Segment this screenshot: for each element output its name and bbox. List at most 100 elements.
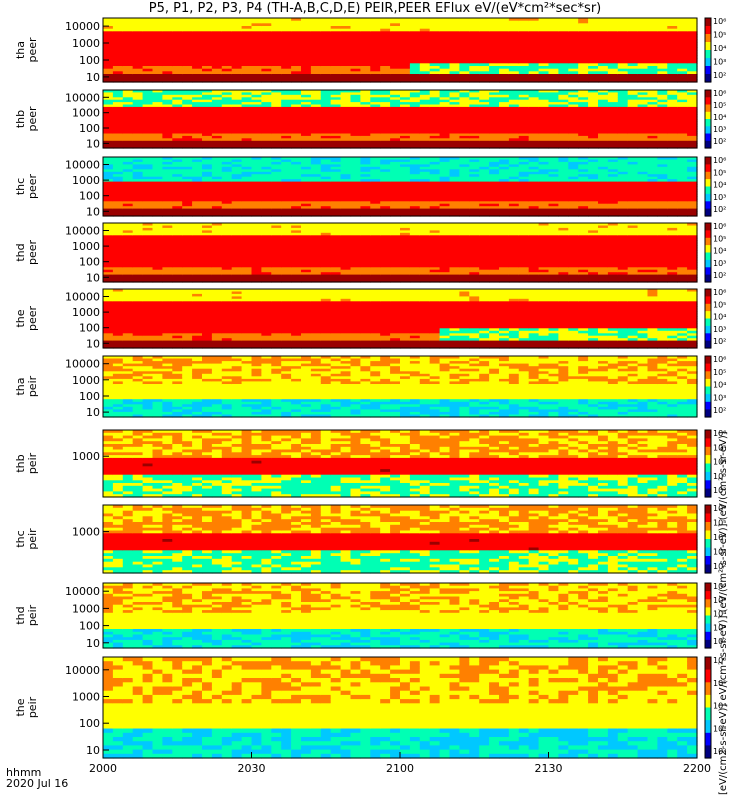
heat-cell <box>360 20 371 24</box>
heat-cell <box>390 97 401 101</box>
heat-cell <box>439 157 451 161</box>
heat-cell <box>122 211 134 215</box>
heat-cell <box>390 50 401 54</box>
heat-cell <box>578 97 589 101</box>
heat-cell <box>103 128 114 132</box>
heat-cell <box>439 159 451 163</box>
heat-cell <box>211 74 223 78</box>
heat-cell <box>172 131 183 135</box>
heat-cell <box>538 79 550 83</box>
heat-cell <box>568 114 579 118</box>
heat-cell <box>459 189 470 193</box>
heat-cell <box>271 36 282 40</box>
heat-cell <box>459 184 470 188</box>
heat-cell <box>221 196 233 200</box>
heat-cell <box>103 76 114 80</box>
heat-cell <box>459 181 470 185</box>
heat-cell <box>449 189 460 193</box>
heat-cell <box>439 28 451 32</box>
heat-cell <box>162 123 173 127</box>
heat-cell <box>409 71 421 75</box>
heat-cell <box>499 44 510 48</box>
heat-cell <box>291 161 302 165</box>
heat-cell <box>370 66 381 70</box>
heat-cell <box>568 208 579 212</box>
heat-cell <box>439 211 451 215</box>
heat-cell <box>251 102 262 106</box>
heat-cell <box>459 31 470 35</box>
heat-cell <box>221 114 233 118</box>
heat-cell <box>687 114 698 118</box>
heat-cell <box>459 121 470 125</box>
heat-cell <box>489 50 500 54</box>
heat-cell <box>211 116 223 120</box>
heat-cell <box>449 138 460 142</box>
heat-cell <box>103 63 114 67</box>
heat-cell <box>568 26 579 30</box>
heat-cell <box>172 193 183 197</box>
heat-cell <box>647 106 658 110</box>
heat-cell <box>152 39 163 43</box>
heat-cell <box>400 90 411 93</box>
heat-cell <box>449 94 460 98</box>
heat-cell <box>221 111 233 115</box>
heat-cell <box>231 159 243 163</box>
heat-cell <box>202 184 213 188</box>
heat-cell <box>271 92 282 96</box>
heat-cell <box>291 198 302 202</box>
heat-cell <box>221 28 233 32</box>
heat-cell <box>152 179 163 183</box>
heat-cell <box>291 50 302 54</box>
heat-cell <box>360 109 371 113</box>
heat-cell <box>558 161 569 165</box>
heat-cell <box>607 20 619 24</box>
heat-cell <box>568 206 579 210</box>
colorbar-swatch <box>705 26 711 31</box>
heat-cell <box>667 58 678 62</box>
heat-cell <box>459 169 470 173</box>
heat-cell <box>479 213 490 217</box>
heat-cell <box>568 52 579 56</box>
heat-cell <box>172 63 183 67</box>
heat-cell <box>598 128 609 132</box>
colorbar-tick-label: 10⁴ <box>713 181 726 190</box>
heat-cell <box>499 164 510 168</box>
heat-cell <box>409 63 421 67</box>
heat-cell <box>479 169 490 173</box>
y-tick-label: 10000 <box>65 159 100 172</box>
heat-cell <box>687 60 698 64</box>
heat-cell <box>231 23 243 27</box>
heat-cell <box>429 145 441 149</box>
heat-cell <box>558 76 569 80</box>
heat-cell <box>182 138 193 142</box>
heat-cell <box>330 58 342 62</box>
heat-cell <box>499 121 510 125</box>
heat-cell <box>350 116 361 120</box>
heat-cell <box>469 126 480 130</box>
heat-cell <box>162 179 173 183</box>
heat-cell <box>489 174 500 178</box>
heat-cell <box>330 203 342 207</box>
heat-cell <box>499 111 510 115</box>
heat-cell <box>528 23 540 27</box>
heat-cell <box>429 211 441 215</box>
heat-cell <box>617 31 629 35</box>
heat-cell <box>350 52 361 56</box>
heat-cell <box>370 131 381 135</box>
heat-cell <box>419 94 431 98</box>
heat-cell <box>528 34 540 38</box>
heat-cell <box>103 47 114 51</box>
heat-cell <box>142 176 154 180</box>
heat-cell <box>301 50 312 54</box>
heat-cell <box>578 145 589 149</box>
heat-cell <box>231 34 243 38</box>
heat-cell <box>568 193 579 197</box>
heat-cell <box>122 55 134 59</box>
heat-cell <box>281 66 292 70</box>
heat-cell <box>330 161 342 165</box>
heat-cell <box>271 66 282 70</box>
heat-cell <box>400 157 411 161</box>
heat-cell <box>172 114 183 118</box>
heat-cell <box>271 166 282 170</box>
